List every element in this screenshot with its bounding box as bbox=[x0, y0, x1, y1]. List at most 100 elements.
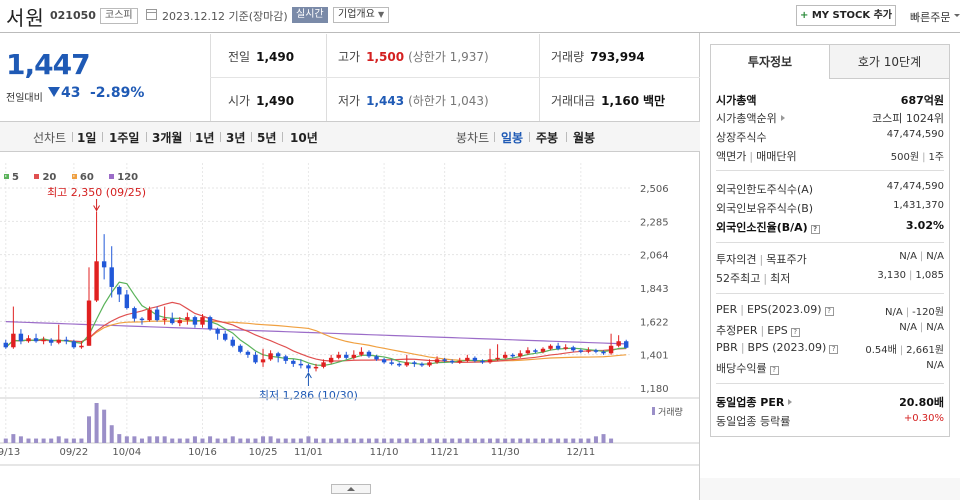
low-label: 저가 bbox=[338, 94, 361, 108]
ma20-line bbox=[5, 301, 627, 363]
bps-amount: 2,661원 bbox=[906, 345, 944, 356]
divider bbox=[190, 132, 191, 142]
help-icon[interactable]: ? bbox=[824, 307, 834, 316]
pbr-row: PBR | BPS (2023.09)? 0.54배 | 2,661원 bbox=[716, 341, 944, 357]
candle-body bbox=[298, 363, 304, 366]
help-icon[interactable]: ? bbox=[810, 225, 820, 234]
market-rank-row[interactable]: 시가총액순위 코스피 1024위 bbox=[716, 110, 944, 126]
candle-weekly[interactable]: 주봉 bbox=[536, 131, 559, 145]
candle-body bbox=[563, 347, 568, 349]
line-chart-label[interactable]: 선차트 bbox=[33, 131, 67, 145]
chart-canvas[interactable]: 2,506 2,285 2,064 1,843 1,622 1,401 1,180 09/13… bbox=[0, 153, 700, 483]
quick-order-button[interactable]: 빠른주문 bbox=[910, 11, 960, 24]
prev-close: 전일 1,490 bbox=[228, 48, 294, 65]
change-rate: -2.89% bbox=[90, 85, 145, 101]
range-1w[interactable]: 1주일 bbox=[109, 131, 140, 145]
legend-label: 5 bbox=[12, 172, 19, 183]
divider bbox=[716, 170, 944, 171]
legend-ma20: 20 bbox=[34, 172, 62, 183]
candle-body bbox=[472, 357, 478, 361]
candle-body bbox=[94, 261, 99, 301]
help-icon[interactable]: ? bbox=[829, 345, 839, 354]
est-per-row: 추정PER | EPS? N/A | N/A bbox=[716, 322, 944, 338]
shares-label: 상장주식수 bbox=[716, 131, 767, 144]
volume-bar bbox=[132, 436, 137, 443]
price-summary: 1,447 전일대비 43 -2.89% 전일 1,490 고가 1,500 (상한가… bbox=[0, 34, 700, 122]
volume-bar bbox=[359, 438, 364, 443]
est-per-amount: N/A bbox=[899, 322, 917, 333]
x-tick-label: 09/13 bbox=[0, 447, 20, 458]
volume-bar bbox=[510, 438, 515, 443]
amount-unit: 백만 bbox=[642, 94, 666, 108]
chart-expand-button[interactable] bbox=[331, 484, 371, 494]
candle-body bbox=[601, 351, 606, 354]
realtime-button[interactable]: 실시간 bbox=[292, 7, 328, 23]
candle-body bbox=[48, 339, 54, 343]
opinion-value: N/A | N/A bbox=[899, 251, 944, 262]
company-name: 서원 bbox=[6, 6, 45, 30]
volume-bar bbox=[465, 438, 470, 443]
volume-bar bbox=[556, 438, 561, 443]
volume-bar bbox=[64, 438, 69, 443]
range-1d[interactable]: 1일 bbox=[77, 131, 97, 145]
candle-body bbox=[170, 318, 175, 324]
open-price: 시가 1,490 bbox=[228, 92, 294, 109]
range-1y[interactable]: 1년 bbox=[195, 131, 215, 145]
volume-bar bbox=[578, 438, 583, 443]
market-cap-value: 687억원 bbox=[900, 94, 944, 107]
candle-chart-label[interactable]: 봉차트 bbox=[456, 131, 490, 145]
sector-change-value: +0.30% bbox=[903, 413, 944, 424]
divider bbox=[72, 132, 73, 142]
week52-high-amount: 3,130 bbox=[877, 270, 906, 281]
candle-body bbox=[608, 345, 614, 354]
company-overview-button[interactable]: 기업개요 ▼ bbox=[333, 7, 390, 23]
volume-bar bbox=[412, 438, 417, 443]
separator: | bbox=[922, 152, 926, 163]
range-3m[interactable]: 3개월 bbox=[152, 131, 183, 145]
help-icon[interactable]: ? bbox=[790, 328, 800, 337]
low-arrow-head bbox=[305, 372, 312, 379]
add-mystock-button[interactable]: + MY STOCK 추가 bbox=[796, 5, 896, 26]
arrow-right-icon bbox=[788, 399, 793, 405]
volume-bar bbox=[49, 438, 54, 443]
range-3y[interactable]: 3년 bbox=[226, 131, 246, 145]
tab-order-book[interactable]: 호가 10단계 bbox=[830, 45, 949, 79]
investment-info-panel: 투자정보 호가 10단계 시가총액 687억원 시가총액순위 코스피 1024위 상… bbox=[710, 44, 950, 437]
candle-monthly[interactable]: 월봉 bbox=[573, 131, 596, 145]
range-5y[interactable]: 5년 bbox=[257, 131, 277, 145]
volume-bar bbox=[435, 438, 440, 443]
opinion-row: 투자의견 | 목표주가 N/A | N/A bbox=[716, 251, 944, 267]
week52-high-text: 52주최고 bbox=[716, 272, 761, 285]
amount-label: 거래대금 bbox=[551, 94, 596, 108]
volume-bar bbox=[366, 438, 371, 443]
x-tick-label: 10/04 bbox=[112, 447, 141, 458]
tab-investment-info[interactable]: 투자정보 bbox=[711, 45, 830, 79]
y-tick-label: 2,285 bbox=[640, 217, 669, 228]
volume-bar bbox=[495, 438, 500, 443]
help-icon[interactable]: ? bbox=[769, 366, 779, 375]
volume-bar bbox=[87, 416, 92, 443]
foreign-ratio-value: 3.02% bbox=[905, 219, 944, 232]
legend-label: 120 bbox=[117, 172, 139, 183]
foreign-limit-label: 외국인한도주식수(A) bbox=[716, 183, 814, 196]
down-triangle-icon bbox=[48, 87, 60, 97]
candle-body bbox=[616, 341, 621, 346]
candle-daily[interactable]: 일봉 bbox=[501, 131, 524, 145]
range-10y[interactable]: 10년 bbox=[290, 131, 318, 145]
candle-body bbox=[404, 362, 409, 366]
price-chart[interactable]: 5 20 60 120 2,506 2,285 2,064 1,843 1,622 1,4… bbox=[0, 153, 700, 500]
candle-body bbox=[86, 300, 92, 346]
volume-bar bbox=[457, 438, 462, 443]
sector-change-label: 동일업종 등락률 bbox=[716, 415, 791, 428]
current-price: 1,447 bbox=[6, 48, 91, 81]
volume-bar bbox=[503, 438, 508, 443]
divider bbox=[716, 293, 944, 294]
opinion-label: 투자의견 | 목표주가 bbox=[716, 251, 807, 267]
x-tick-label: 11/30 bbox=[491, 447, 520, 458]
add-mystock-label: MY STOCK 추가 bbox=[811, 10, 893, 21]
volume-bar bbox=[427, 438, 432, 443]
candle-body bbox=[260, 359, 266, 363]
sector-per-row[interactable]: 동일업종 PER 20.80배 bbox=[716, 394, 944, 410]
candle-body bbox=[480, 360, 485, 363]
candle-body bbox=[139, 318, 145, 321]
